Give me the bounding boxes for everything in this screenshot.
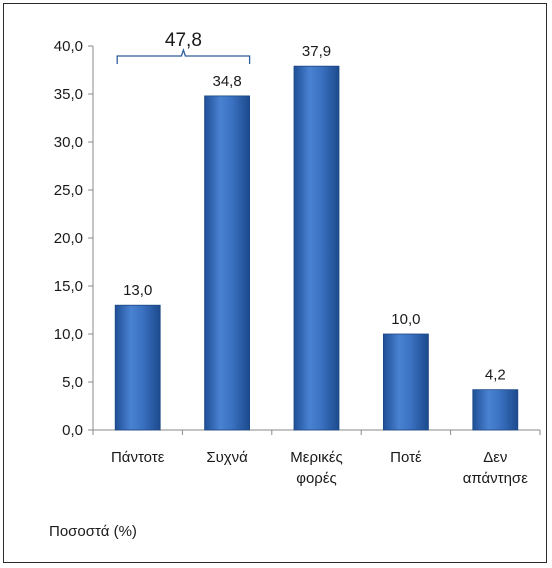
x-category-label: Μερικές xyxy=(290,449,342,466)
y-tick-label: 40,0 xyxy=(54,38,83,55)
y-tick-label: 20,0 xyxy=(54,230,83,247)
x-category-label: Δεν xyxy=(483,449,507,466)
y-tick-label: 25,0 xyxy=(54,182,83,199)
data-label: 34,8 xyxy=(212,73,241,90)
bar xyxy=(382,333,429,431)
y-tick-label: 30,0 xyxy=(54,134,83,151)
y-tick-label: 10,0 xyxy=(54,326,83,343)
bar xyxy=(293,65,340,431)
bracket-label: 47,8 xyxy=(165,30,202,51)
data-label: 13,0 xyxy=(123,282,152,299)
x-category-label: απάντησε xyxy=(463,470,529,487)
y-tick-label: 0,0 xyxy=(62,422,83,439)
y-tick-label: 35,0 xyxy=(54,86,83,103)
data-label: 4,2 xyxy=(485,367,506,384)
x-category-label: Πάντοτε xyxy=(111,449,165,466)
chart-frame xyxy=(3,3,547,563)
x-category-label: Συχνά xyxy=(206,449,248,466)
chart-footnote: Ποσοστά (%) xyxy=(49,523,137,540)
data-label: 10,0 xyxy=(391,311,420,328)
bar xyxy=(204,95,251,431)
y-tick-label: 15,0 xyxy=(54,278,83,295)
y-tick-label: 5,0 xyxy=(62,374,83,391)
data-label: 37,9 xyxy=(302,43,331,60)
bar xyxy=(114,304,161,431)
bar xyxy=(472,389,519,431)
x-category-label: Ποτέ xyxy=(390,449,422,466)
bracket-line xyxy=(116,47,251,64)
x-category-label: φορές xyxy=(296,470,337,487)
